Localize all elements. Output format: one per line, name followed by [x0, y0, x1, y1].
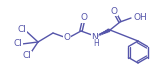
Text: N: N: [92, 33, 98, 41]
Text: O: O: [63, 33, 70, 43]
Text: Cl: Cl: [18, 24, 26, 33]
Text: O: O: [80, 13, 88, 22]
Text: Cl: Cl: [23, 51, 31, 61]
Text: H: H: [93, 39, 99, 49]
Text: Cl: Cl: [14, 39, 22, 49]
Text: OH: OH: [134, 12, 148, 22]
Text: O: O: [111, 6, 118, 16]
